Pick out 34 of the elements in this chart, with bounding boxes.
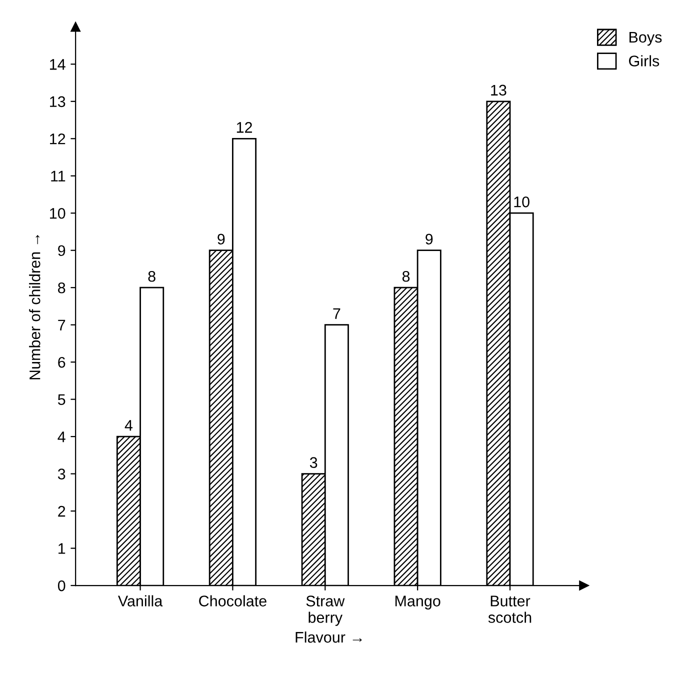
- legend-label: Boys: [630, 32, 662, 46]
- x-tick-label: Mango: [395, 596, 440, 610]
- x-tick-label: Vanilla: [118, 595, 163, 606]
- data-label: 9: [426, 234, 433, 245]
- legend-label: Girls: [629, 55, 660, 66]
- y-tick-label: 0: [58, 580, 66, 592]
- y-tick-label: 8: [58, 282, 66, 294]
- x-axis-title: Flavour →: [296, 631, 362, 643]
- y-axis-title: Number of children →: [29, 235, 40, 380]
- y-tick-label: 5: [58, 394, 66, 405]
- y-tick-label: 9: [58, 245, 66, 256]
- y-tick-label: 12: [50, 134, 66, 144]
- y-tick-label: 2: [58, 506, 66, 517]
- data-label: 3: [310, 457, 318, 468]
- x-tick-label: Butter scotch: [488, 596, 532, 623]
- y-tick-label: 11: [51, 170, 66, 182]
- x-tick-label: Chocolate: [199, 595, 266, 606]
- data-label: 4: [124, 420, 133, 431]
- y-tick-label: 7: [58, 320, 66, 330]
- data-label: 9: [218, 234, 225, 245]
- data-label: 8: [148, 270, 156, 282]
- y-tick-label: 10: [50, 208, 66, 219]
- y-tick-label: 1: [58, 543, 66, 554]
- data-label: 10: [514, 196, 530, 208]
- y-tick-label: 13: [50, 96, 66, 108]
- y-tick-label: 4: [58, 432, 66, 442]
- data-label: 7: [333, 308, 340, 319]
- x-tick-label: Straw berry: [306, 596, 345, 626]
- data-label: 13: [491, 84, 506, 96]
- data-label: 12: [236, 122, 252, 133]
- y-tick-label: 14: [50, 59, 66, 70]
- y-tick-label: 3: [58, 468, 66, 480]
- data-label: 8: [402, 270, 410, 282]
- y-tick-label: 6: [58, 356, 66, 368]
